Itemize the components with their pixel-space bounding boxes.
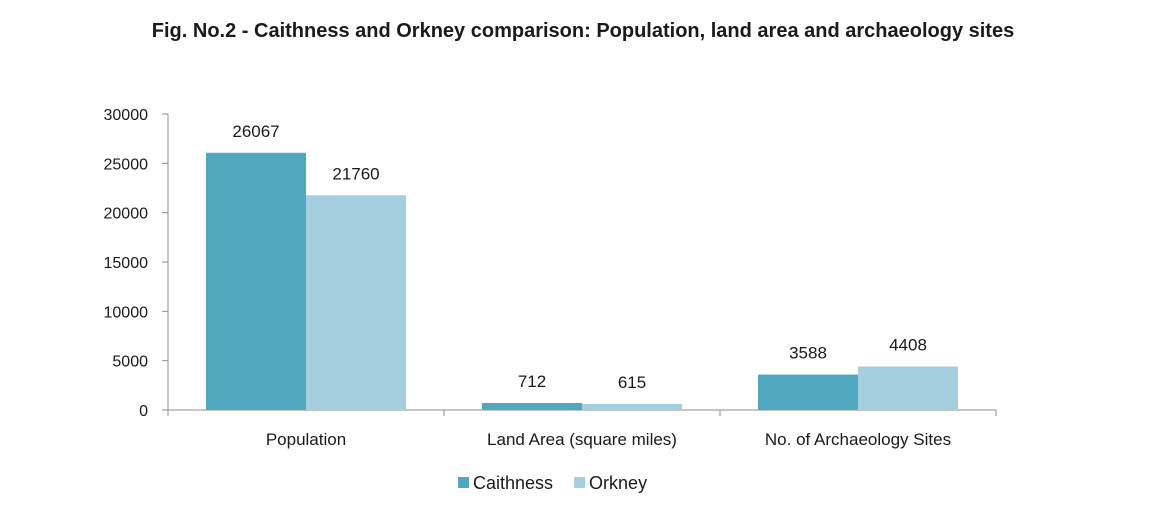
x-tick-label: Land Area (square miles) [487, 430, 677, 449]
legend-label-caithness: Caithness [473, 473, 553, 493]
y-tick-label: 15000 [104, 255, 149, 272]
bar-caithness [206, 152, 306, 410]
bar-orkney [306, 195, 406, 410]
legend: Caithness Orkney [458, 473, 647, 493]
y-tick-label: 30000 [104, 107, 149, 124]
bar-orkney [858, 366, 958, 410]
chart-title: Fig. No.2 - Caithness and Orkney compari… [151, 20, 1015, 42]
data-label: 21760 [332, 164, 379, 183]
bar-caithness [482, 402, 582, 410]
data-label: 712 [518, 372, 546, 391]
y-tick-label: 0 [139, 403, 148, 420]
legend-swatch-caithness [458, 477, 469, 488]
data-label: 4408 [889, 336, 927, 355]
legend-swatch-orkney [574, 477, 586, 488]
data-label: 26067 [232, 122, 279, 141]
x-tick-label: Population [266, 430, 346, 449]
y-tick-label: 25000 [104, 156, 149, 173]
bar-caithness [758, 374, 858, 410]
data-label: 615 [618, 373, 646, 392]
data-labels: 26067 21760 712 615 3588 4408 [232, 122, 927, 392]
y-tick-label: 20000 [104, 206, 149, 223]
y-tick-label: 10000 [104, 304, 149, 321]
data-label: 3588 [789, 344, 827, 363]
legend-label-orkney: Orkney [589, 473, 647, 493]
bars [206, 152, 958, 410]
bar-orkney [582, 403, 682, 410]
x-tick-label: No. of Archaeology Sites [765, 430, 951, 449]
y-axis: 0 5000 10000 15000 20000 25000 30000 [104, 107, 169, 420]
y-tick-label: 5000 [112, 354, 148, 371]
x-axis: Population Land Area (square miles) No. of… [167, 409, 997, 449]
